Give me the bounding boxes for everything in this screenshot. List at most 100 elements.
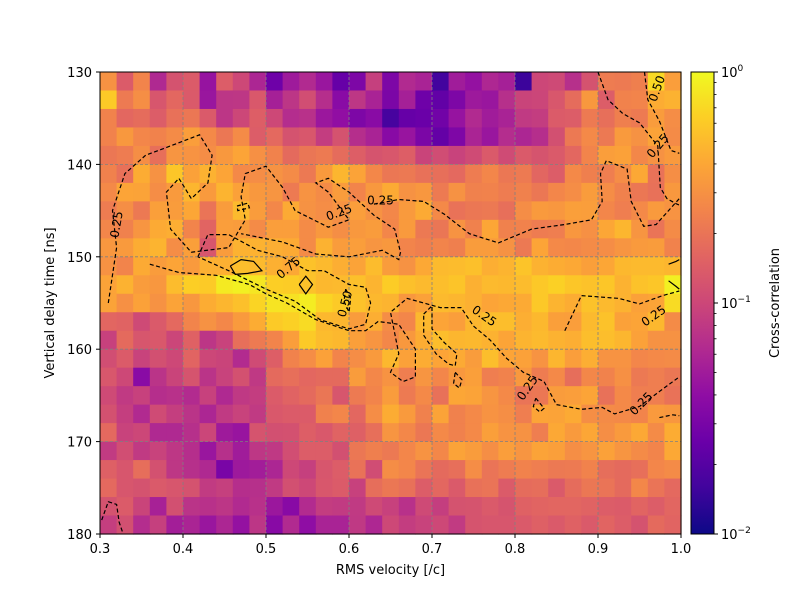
heatmap-cell: [664, 478, 682, 498]
heatmap-cell: [299, 423, 317, 443]
heatmap-cell: [349, 145, 367, 165]
contour-line-0_5: [197, 234, 372, 330]
heatmap-cell: [481, 219, 499, 239]
contour-line-0_75: [668, 259, 680, 265]
heatmap-cell: [448, 404, 466, 424]
heatmap-cell: [299, 460, 317, 480]
heatmap-cell: [515, 90, 533, 110]
heatmap-cell: [647, 182, 665, 202]
heatmap-cell: [398, 497, 416, 517]
heatmap-cell: [349, 423, 367, 443]
heatmap-cell: [299, 404, 317, 424]
heatmap-cell: [564, 293, 582, 313]
heatmap-cell: [183, 127, 201, 147]
heatmap-cell: [133, 145, 151, 165]
heatmap-cell: [199, 386, 217, 406]
heatmap-cell: [415, 90, 433, 110]
colorbar-gradient: [690, 71, 715, 535]
heatmap-cell: [100, 182, 118, 202]
heatmap-cell: [232, 460, 250, 480]
heatmap-cell: [266, 90, 284, 110]
heatmap-cell: [332, 72, 350, 92]
heatmap-cell: [282, 256, 300, 276]
heatmap-cell: [515, 275, 533, 295]
heatmap-cell: [133, 441, 151, 461]
heatmap-cell: [232, 441, 250, 461]
heatmap-cell: [199, 145, 217, 165]
heatmap-cell: [548, 108, 566, 129]
heatmap-cell: [564, 182, 582, 202]
heatmap-cell: [515, 330, 533, 350]
heatmap-cell: [365, 108, 383, 129]
heatmap-cell: [116, 386, 134, 406]
heatmap-cell: [448, 256, 466, 276]
heatmap-cell: [398, 441, 416, 461]
heatmap-cell: [614, 127, 632, 147]
contour-line-0_25: [452, 371, 463, 390]
heatmap-cell: [614, 238, 632, 258]
heatmap-cell: [432, 275, 450, 295]
heatmap-cell: [149, 478, 167, 498]
y-axis: 130 140 150 160 170 180 Vertical delay time […: [43, 66, 100, 543]
contour-line-0_25: [101, 500, 124, 535]
heatmap-cell: [249, 478, 267, 498]
heatmap-cell: [481, 349, 499, 369]
heatmap-cell: [332, 219, 350, 239]
heatmap-cell: [564, 90, 582, 110]
heatmap-cell: [299, 256, 317, 276]
heatmap-cell: [382, 497, 400, 517]
heatmap-cell: [481, 256, 499, 276]
heatmap-cell: [266, 201, 284, 221]
heatmap-cell: [382, 460, 400, 480]
heatmap-cell: [515, 256, 533, 276]
heatmap-cell: [465, 108, 483, 129]
heatmap-cell: [581, 145, 599, 165]
heatmap-cell: [448, 349, 466, 369]
heatmap-cell: [365, 423, 383, 443]
heatmap-cell: [282, 497, 300, 517]
heatmap-cell: [515, 404, 533, 424]
heatmap-cell: [365, 515, 383, 535]
heatmap-cell: [432, 164, 450, 184]
heatmap-cell: [598, 72, 616, 92]
heatmap-cell: [548, 164, 566, 184]
heatmap-cell: [598, 349, 616, 369]
heatmap-cell: [564, 275, 582, 295]
heatmap-cell: [100, 367, 118, 387]
heatmap-cell: [432, 90, 450, 110]
heatmap-cell: [315, 497, 333, 517]
heatmap-cell: [299, 127, 317, 147]
heatmap-cell: [564, 386, 582, 406]
heatmap-cell: [133, 238, 151, 258]
heatmap-cell: [515, 182, 533, 202]
heatmap-cell: [315, 349, 333, 369]
heatmap-cell: [133, 182, 151, 202]
heatmap-cell: [398, 330, 416, 350]
heatmap-cell: [647, 367, 665, 387]
heatmap-cell: [299, 145, 317, 165]
heatmap-cell: [232, 108, 250, 129]
heatmap-cell: [432, 145, 450, 165]
heatmap-cell: [249, 293, 267, 313]
heatmap-cell: [332, 423, 350, 443]
heatmap-cell: [116, 367, 134, 387]
heatmap-cell: [349, 386, 367, 406]
heatmap-cell: [332, 312, 350, 332]
heatmap-cell: [481, 238, 499, 258]
heatmap-cell: [647, 238, 665, 258]
heatmap-cell: [564, 478, 582, 498]
heatmap-cell: [564, 145, 582, 165]
heatmap-cell: [100, 108, 118, 129]
heatmap-cell: [614, 145, 632, 165]
heatmap-cell: [183, 515, 201, 535]
contour-line-0_25: [659, 414, 680, 419]
heatmap-cell: [564, 108, 582, 129]
heatmap-cell: [581, 275, 599, 295]
heatmap-cell: [133, 404, 151, 424]
heatmap-cell: [631, 275, 649, 295]
heatmap-cell: [548, 293, 566, 313]
heatmap-cell: [448, 127, 466, 147]
heatmap-cell: [232, 478, 250, 498]
heatmap-cell: [398, 404, 416, 424]
heatmap-cell: [216, 145, 234, 165]
